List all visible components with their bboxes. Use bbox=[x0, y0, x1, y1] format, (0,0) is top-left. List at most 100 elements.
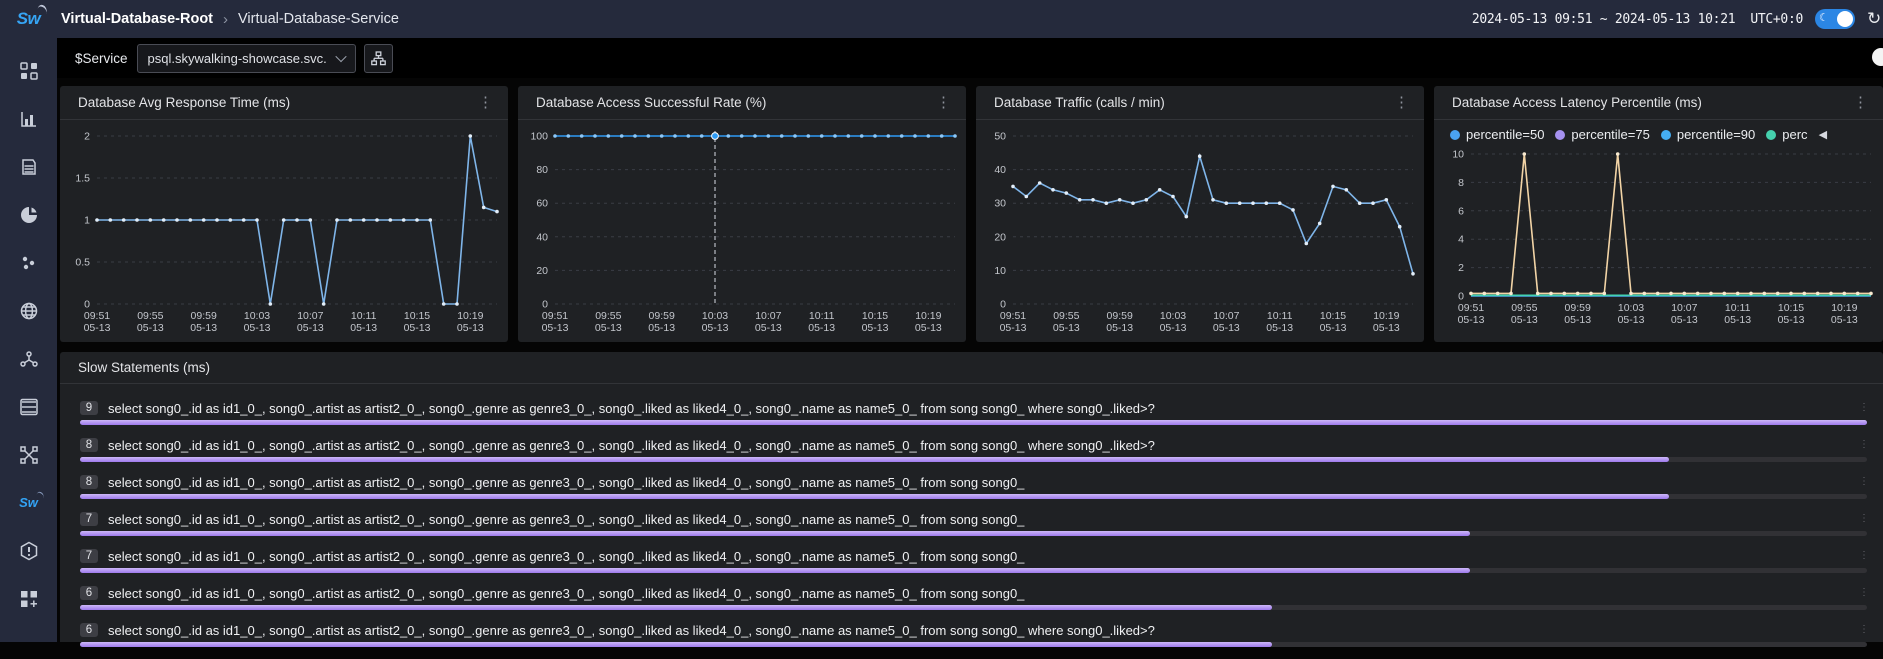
slow-statement-row[interactable]: 7 select song0_.id as id1_0_, song0_.art… bbox=[80, 548, 1869, 585]
sidebar-item-metrics[interactable] bbox=[17, 108, 41, 129]
slow-statement-row[interactable]: 6 select song0_.id as id1_0_, song0_.art… bbox=[80, 622, 1869, 659]
legend-item[interactable]: percentile=90 bbox=[1661, 127, 1755, 142]
sidebar-item-topology[interactable] bbox=[17, 444, 41, 465]
globe-icon bbox=[19, 301, 39, 321]
slow-statement-row[interactable]: 8 select song0_.id as id1_0_, song0_.art… bbox=[80, 474, 1869, 511]
chart-successful-rate[interactable]: 02040608010009:5105-1309:5505-1309:5905-… bbox=[518, 120, 966, 345]
statement-value-badge: 6 bbox=[80, 623, 98, 637]
statement-bar-track bbox=[80, 642, 1867, 647]
panel-menu-icon[interactable]: ⋮ bbox=[1850, 95, 1871, 110]
row-handle-icon[interactable]: ⋮ bbox=[1859, 551, 1869, 561]
panel-menu-icon[interactable]: ⋮ bbox=[475, 95, 496, 110]
legend-prev-icon[interactable]: ◀ bbox=[1819, 128, 1827, 141]
panel-title: Database Avg Response Time (ms) bbox=[78, 95, 475, 110]
sidebar-item-custom-dashboards[interactable] bbox=[17, 588, 41, 609]
sidebar-item-database[interactable] bbox=[17, 156, 41, 177]
svg-text:10:03: 10:03 bbox=[244, 310, 270, 322]
svg-text:05-13: 05-13 bbox=[862, 322, 889, 334]
row-handle-icon[interactable]: ⋮ bbox=[1859, 514, 1869, 524]
row-handle-icon[interactable]: ⋮ bbox=[1859, 403, 1869, 413]
sidebar-item-virtual-database[interactable]: Sw bbox=[17, 492, 41, 513]
statement-sql-text[interactable]: select song0_.id as id1_0_, song0_.artis… bbox=[108, 549, 1849, 564]
alarm-hexagon-icon bbox=[19, 541, 39, 561]
svg-text:05-13: 05-13 bbox=[1320, 322, 1347, 334]
slow-statement-row[interactable]: 6 select song0_.id as id1_0_, song0_.art… bbox=[80, 585, 1869, 622]
legend-item[interactable]: percentile=75 bbox=[1555, 127, 1649, 142]
svg-text:05-13: 05-13 bbox=[648, 322, 675, 334]
row-handle-icon[interactable]: ⋮ bbox=[1859, 440, 1869, 450]
statement-bar-track bbox=[80, 420, 1867, 425]
statement-sql-text[interactable]: select song0_.id as id1_0_, song0_.artis… bbox=[108, 401, 1849, 416]
legend-dot-icon bbox=[1555, 130, 1565, 140]
svg-text:8: 8 bbox=[1458, 177, 1464, 189]
svg-text:05-13: 05-13 bbox=[1373, 322, 1400, 334]
svg-text:09:59: 09:59 bbox=[649, 310, 675, 322]
svg-text:10:15: 10:15 bbox=[1320, 310, 1346, 322]
statement-value-badge: 8 bbox=[80, 475, 98, 489]
breadcrumb-root[interactable]: Virtual-Database-Root bbox=[61, 11, 213, 27]
row-handle-icon[interactable]: ⋮ bbox=[1859, 588, 1869, 598]
svg-text:20: 20 bbox=[994, 231, 1006, 243]
floating-action-button[interactable] bbox=[1872, 48, 1883, 66]
panel-menu-icon[interactable]: ⋮ bbox=[933, 95, 954, 110]
statement-sql-text[interactable]: select song0_.id as id1_0_, song0_.artis… bbox=[108, 438, 1849, 453]
sidebar-item-gateway[interactable] bbox=[17, 348, 41, 369]
sidebar-item-service-mesh[interactable] bbox=[17, 204, 41, 225]
legend-dot-icon bbox=[1661, 130, 1671, 140]
svg-text:80: 80 bbox=[536, 164, 548, 176]
statement-bar-track bbox=[80, 605, 1867, 610]
svg-text:20: 20 bbox=[536, 265, 548, 277]
svg-text:10: 10 bbox=[994, 265, 1006, 277]
svg-text:05-13: 05-13 bbox=[404, 322, 431, 334]
chart-traffic[interactable]: 0102030405009:5105-1309:5505-1309:5905-1… bbox=[976, 120, 1424, 345]
sidebar-item-logs[interactable] bbox=[17, 396, 41, 417]
breadcrumb-current[interactable]: Virtual-Database-Service bbox=[238, 11, 399, 27]
chart-latency-percentile[interactable]: 024681009:5105-1309:5505-1309:5905-1310:… bbox=[1434, 142, 1883, 337]
svg-text:05-13: 05-13 bbox=[1053, 322, 1080, 334]
bar-chart-icon bbox=[19, 109, 39, 129]
theme-toggle[interactable]: ☾ bbox=[1815, 9, 1855, 29]
svg-text:10:03: 10:03 bbox=[702, 310, 728, 322]
slow-statement-row[interactable]: 7 select song0_.id as id1_0_, song0_.art… bbox=[80, 511, 1869, 548]
legend-item[interactable]: perc bbox=[1766, 127, 1807, 142]
panel-menu-icon[interactable]: ⋮ bbox=[1391, 95, 1412, 110]
svg-text:0: 0 bbox=[1458, 291, 1464, 303]
svg-text:05-13: 05-13 bbox=[1671, 314, 1698, 326]
statement-sql-text[interactable]: select song0_.id as id1_0_, song0_.artis… bbox=[108, 623, 1849, 638]
slow-statement-row[interactable]: 8 select song0_.id as id1_0_, song0_.art… bbox=[80, 437, 1869, 474]
svg-text:05-13: 05-13 bbox=[542, 322, 569, 334]
refresh-icon[interactable]: ↻ bbox=[1867, 9, 1883, 29]
svg-text:1: 1 bbox=[84, 215, 90, 227]
slow-statements-rows: 9 select song0_.id as id1_0_, song0_.art… bbox=[60, 384, 1883, 659]
statement-bar-fill bbox=[80, 568, 1470, 573]
svg-text:10:15: 10:15 bbox=[862, 310, 888, 322]
service-topology-button[interactable] bbox=[364, 44, 393, 73]
slow-statement-row[interactable]: 9 select song0_.id as id1_0_, song0_.art… bbox=[80, 400, 1869, 437]
statement-bar-fill bbox=[80, 605, 1272, 610]
scatter-dots-icon bbox=[19, 253, 39, 273]
statement-value-badge: 7 bbox=[80, 512, 98, 526]
svg-text:05-13: 05-13 bbox=[595, 322, 622, 334]
svg-text:05-13: 05-13 bbox=[1778, 314, 1805, 326]
percentile-legend: percentile=50 percentile=75 percentile=90 p… bbox=[1434, 120, 1883, 142]
skywalking-logo[interactable]: Sw bbox=[0, 9, 57, 29]
svg-text:10:07: 10:07 bbox=[297, 310, 323, 322]
statement-sql-text[interactable]: select song0_.id as id1_0_, song0_.artis… bbox=[108, 586, 1849, 601]
statement-sql-text[interactable]: select song0_.id as id1_0_, song0_.artis… bbox=[108, 512, 1849, 527]
legend-item[interactable]: percentile=50 bbox=[1450, 127, 1544, 142]
sidebar-item-alerting[interactable] bbox=[17, 540, 41, 561]
chart-avg-response-time[interactable]: 00.511.5209:5105-1309:5505-1309:5905-131… bbox=[60, 120, 508, 345]
sidebar-item-functions[interactable] bbox=[17, 252, 41, 273]
statement-sql-text[interactable]: select song0_.id as id1_0_, song0_.artis… bbox=[108, 475, 1849, 490]
svg-text:0: 0 bbox=[542, 299, 548, 311]
service-select[interactable]: psql.skywalking-showcase.svc. bbox=[137, 44, 356, 73]
statement-bar-fill bbox=[80, 457, 1669, 462]
sidebar-item-browser[interactable] bbox=[17, 300, 41, 321]
svg-text:05-13: 05-13 bbox=[137, 322, 164, 334]
row-handle-icon[interactable]: ⋮ bbox=[1859, 625, 1869, 635]
svg-text:09:59: 09:59 bbox=[1107, 310, 1133, 322]
time-range-display[interactable]: 2024-05-13 09:51 ~ 2024-05-13 10:21 UTC+… bbox=[1472, 12, 1803, 27]
row-handle-icon[interactable]: ⋮ bbox=[1859, 477, 1869, 487]
panel-avg-response-time: Database Avg Response Time (ms) ⋮ 00.511… bbox=[60, 86, 508, 342]
sidebar-item-dashboard[interactable] bbox=[17, 60, 41, 81]
